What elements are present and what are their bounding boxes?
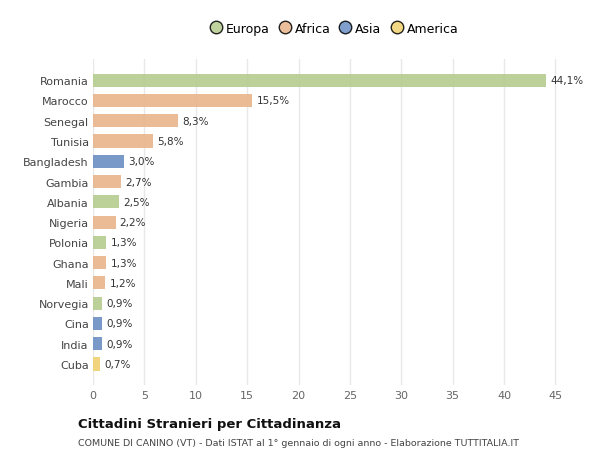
Bar	[93, 135, 152, 148]
Text: 1,3%: 1,3%	[110, 258, 137, 268]
Text: Cittadini Stranieri per Cittadinanza: Cittadini Stranieri per Cittadinanza	[78, 417, 341, 430]
Text: COMUNE DI CANINO (VT) - Dati ISTAT al 1° gennaio di ogni anno - Elaborazione TUT: COMUNE DI CANINO (VT) - Dati ISTAT al 1°…	[78, 438, 519, 447]
Text: 2,5%: 2,5%	[123, 197, 149, 207]
Bar	[93, 95, 252, 108]
Bar	[93, 317, 102, 330]
Text: 0,9%: 0,9%	[106, 319, 133, 329]
Text: 0,9%: 0,9%	[106, 339, 133, 349]
Bar	[93, 358, 100, 371]
Legend: Europa, Africa, Asia, America: Europa, Africa, Asia, America	[208, 20, 461, 38]
Bar	[93, 74, 546, 88]
Bar	[93, 196, 119, 209]
Bar	[93, 297, 102, 310]
Text: 8,3%: 8,3%	[182, 117, 209, 127]
Bar	[93, 337, 102, 351]
Bar	[93, 216, 116, 229]
Text: 0,9%: 0,9%	[106, 298, 133, 308]
Text: 0,7%: 0,7%	[104, 359, 131, 369]
Text: 5,8%: 5,8%	[157, 137, 183, 147]
Text: 1,3%: 1,3%	[110, 238, 137, 248]
Bar	[93, 156, 124, 168]
Text: 1,2%: 1,2%	[109, 278, 136, 288]
Bar	[93, 236, 106, 249]
Text: 3,0%: 3,0%	[128, 157, 154, 167]
Bar	[93, 115, 178, 128]
Text: 2,2%: 2,2%	[120, 218, 146, 228]
Text: 15,5%: 15,5%	[256, 96, 290, 106]
Bar	[93, 176, 121, 189]
Bar	[93, 257, 106, 269]
Bar	[93, 277, 106, 290]
Text: 2,7%: 2,7%	[125, 177, 151, 187]
Text: 44,1%: 44,1%	[550, 76, 583, 86]
